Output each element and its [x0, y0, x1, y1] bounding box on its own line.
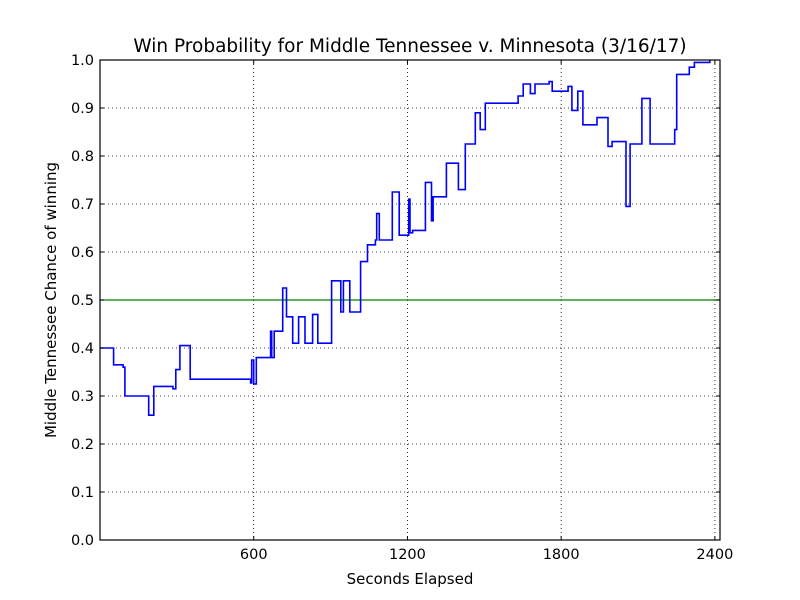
y-tick-label: 0.3	[71, 389, 94, 405]
win-probability-line	[100, 60, 711, 417]
y-tick-label: 0.0	[71, 533, 94, 549]
y-tick-label: 0.4	[71, 341, 94, 357]
chart-title: Win Probability for Middle Tennessee v. …	[133, 36, 686, 57]
x-tick-label: 2400	[696, 547, 733, 563]
y-tick-label: 0.2	[71, 437, 94, 453]
y-tick-label: 0.9	[71, 101, 94, 117]
y-tick-label: 0.5	[71, 293, 94, 309]
y-axis-label: Middle Tennessee Chance of winning	[42, 162, 60, 438]
y-tick-label: 0.1	[71, 485, 94, 501]
y-tick-label: 0.6	[71, 245, 94, 261]
x-axis-ticks: 600 1200 1800 2400	[240, 60, 733, 563]
x-tick-label: 1800	[543, 547, 580, 563]
y-axis-ticks: 0.0 0.1 0.2 0.3 0.4 0.5 0.6 0.7 0.8 0.9 1.0	[71, 53, 720, 549]
y-tick-label: 0.8	[71, 149, 94, 165]
y-tick-label: 0.7	[71, 197, 94, 213]
x-axis-label: Seconds Elapsed	[347, 570, 474, 588]
y-tick-label: 1.0	[71, 53, 94, 69]
x-tick-label: 600	[240, 547, 268, 563]
x-tick-label: 1200	[389, 547, 426, 563]
